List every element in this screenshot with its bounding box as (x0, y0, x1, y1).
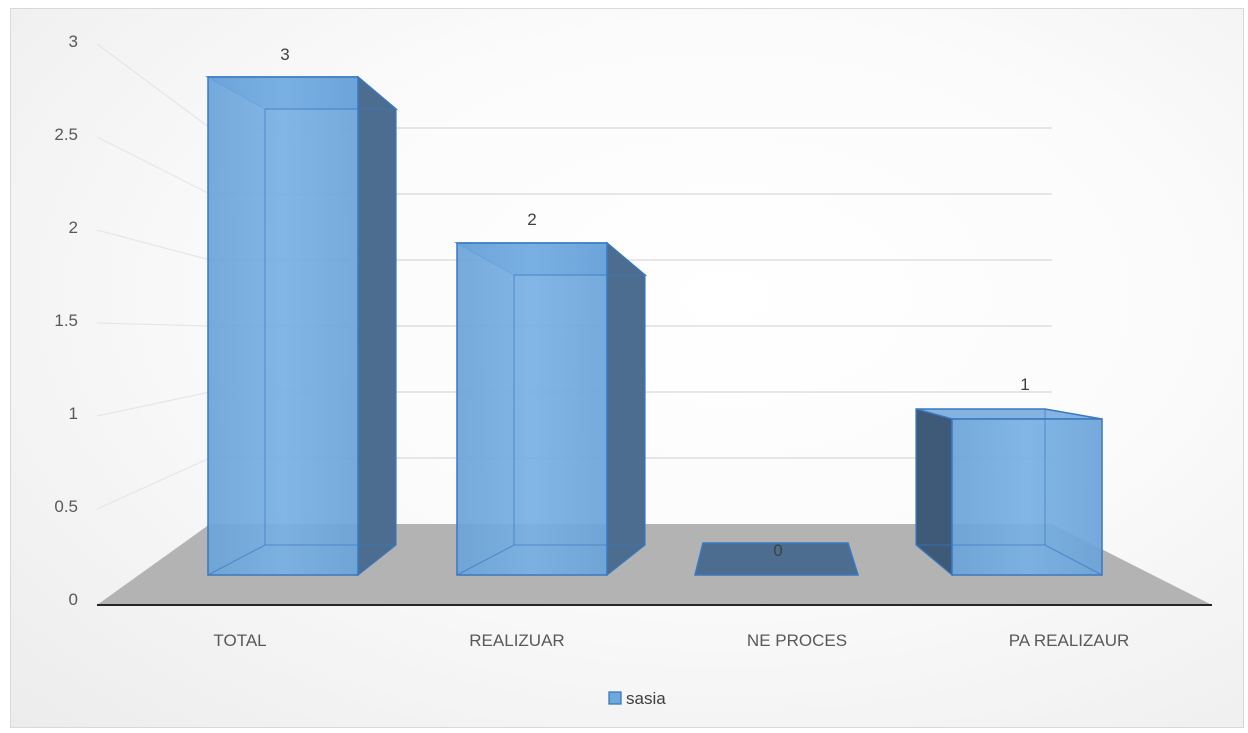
side-gridline (96, 391, 211, 417)
x-tick-label: REALIZUAR (469, 631, 564, 650)
y-tick-label: 0 (69, 590, 78, 609)
bar-flat-top (694, 542, 860, 576)
bar[interactable] (915, 408, 1103, 577)
y-tick-label: 0.5 (54, 497, 78, 516)
x-tick-label: PA REALIZAUR (1009, 631, 1130, 650)
side-gridline (96, 322, 211, 327)
bar[interactable] (694, 542, 860, 576)
bar-front (456, 242, 608, 576)
bar-front (207, 76, 359, 576)
bar[interactable] (205, 75, 399, 577)
data-label: 2 (527, 210, 536, 229)
bar-front (951, 418, 1103, 576)
label-layer: 0 0.5 1 1.5 2 2.5 3 3 2 0 1 TOTAL REALIZUAR NE PROCES… (54, 32, 1129, 650)
legend[interactable]: sasia (608, 689, 666, 708)
legend-swatch (608, 691, 622, 705)
x-tick-label: TOTAL (213, 631, 266, 650)
data-label: 0 (773, 541, 782, 560)
x-tick-label: NE PROCES (747, 631, 847, 650)
y-tick-label: 2 (69, 218, 78, 237)
side-gridline (96, 229, 211, 261)
bar-edge (456, 544, 515, 576)
bar[interactable] (454, 241, 648, 577)
bar-side (606, 241, 646, 577)
y-tick-label: 3 (69, 32, 78, 51)
bar-side (915, 408, 953, 577)
data-label: 1 (1020, 375, 1029, 394)
y-tick-label: 2.5 (54, 125, 78, 144)
bar-edge (207, 544, 266, 576)
data-label: 3 (280, 45, 289, 64)
y-tick-label: 1.5 (54, 311, 78, 330)
bar-side (357, 75, 397, 577)
side-gridline (96, 43, 211, 129)
y-tick-label: 1 (69, 404, 78, 423)
side-gridline (96, 136, 211, 195)
side-gridline (96, 457, 211, 510)
bar-edge (1044, 544, 1103, 576)
bar-layer (205, 75, 1103, 577)
legend-label: sasia (626, 689, 666, 708)
